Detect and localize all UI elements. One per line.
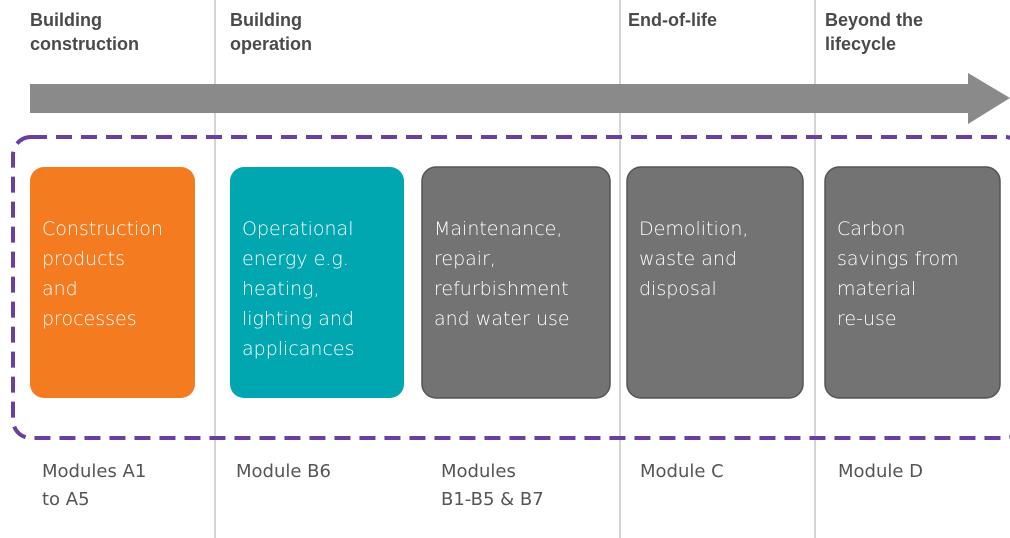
- stage-header: Building: [30, 10, 102, 30]
- stage-box: [30, 167, 195, 398]
- stage-header: lifecycle: [825, 34, 896, 54]
- box-text: repair,: [434, 248, 496, 270]
- box-text: and: [42, 278, 78, 300]
- module-label: B1-B5 & B7: [441, 489, 544, 510]
- box-text: products: [42, 248, 125, 270]
- box-text: heating,: [242, 278, 320, 300]
- module-label: Modules: [441, 461, 516, 482]
- box-text: and water use: [434, 308, 570, 330]
- stage-header: operation: [230, 34, 312, 54]
- box-text: Construction: [42, 218, 163, 240]
- box-text: re-use: [837, 308, 897, 330]
- box-text: refurbishment: [434, 278, 569, 300]
- stage-box: [626, 166, 804, 399]
- module-label: Module D: [838, 461, 923, 482]
- stage-box: [230, 167, 404, 398]
- box-text: lighting and: [242, 308, 354, 330]
- stage-header: Building: [230, 10, 302, 30]
- box-text: processes: [42, 308, 137, 330]
- module-label: Module C: [640, 461, 724, 482]
- box-text: Carbon: [837, 218, 905, 240]
- box-text: Operational: [242, 218, 353, 240]
- box-text: savings from: [837, 248, 959, 270]
- box-text: Maintenance,: [434, 218, 562, 240]
- module-label: Module B6: [236, 461, 331, 482]
- stage-box: [824, 166, 1001, 399]
- content: Building construction Building operation End…: [30, 10, 1001, 510]
- stage-box: [421, 166, 611, 399]
- box-text: applicances: [242, 338, 355, 360]
- timeline-arrow: [30, 73, 1010, 124]
- box-text: disposal: [639, 278, 717, 300]
- box-text: material: [837, 278, 916, 300]
- stage-header: Beyond the: [825, 10, 923, 30]
- box-text: Demolition,: [639, 218, 748, 240]
- module-label: to A5: [42, 489, 90, 510]
- box-text: energy e.g.: [242, 248, 349, 270]
- box-text: waste and: [639, 248, 737, 270]
- stage-header: End-of-life: [628, 10, 717, 30]
- dashed-boundary: [11, 135, 1010, 440]
- module-label: Modules A1: [42, 461, 146, 482]
- stage-header: construction: [30, 34, 139, 54]
